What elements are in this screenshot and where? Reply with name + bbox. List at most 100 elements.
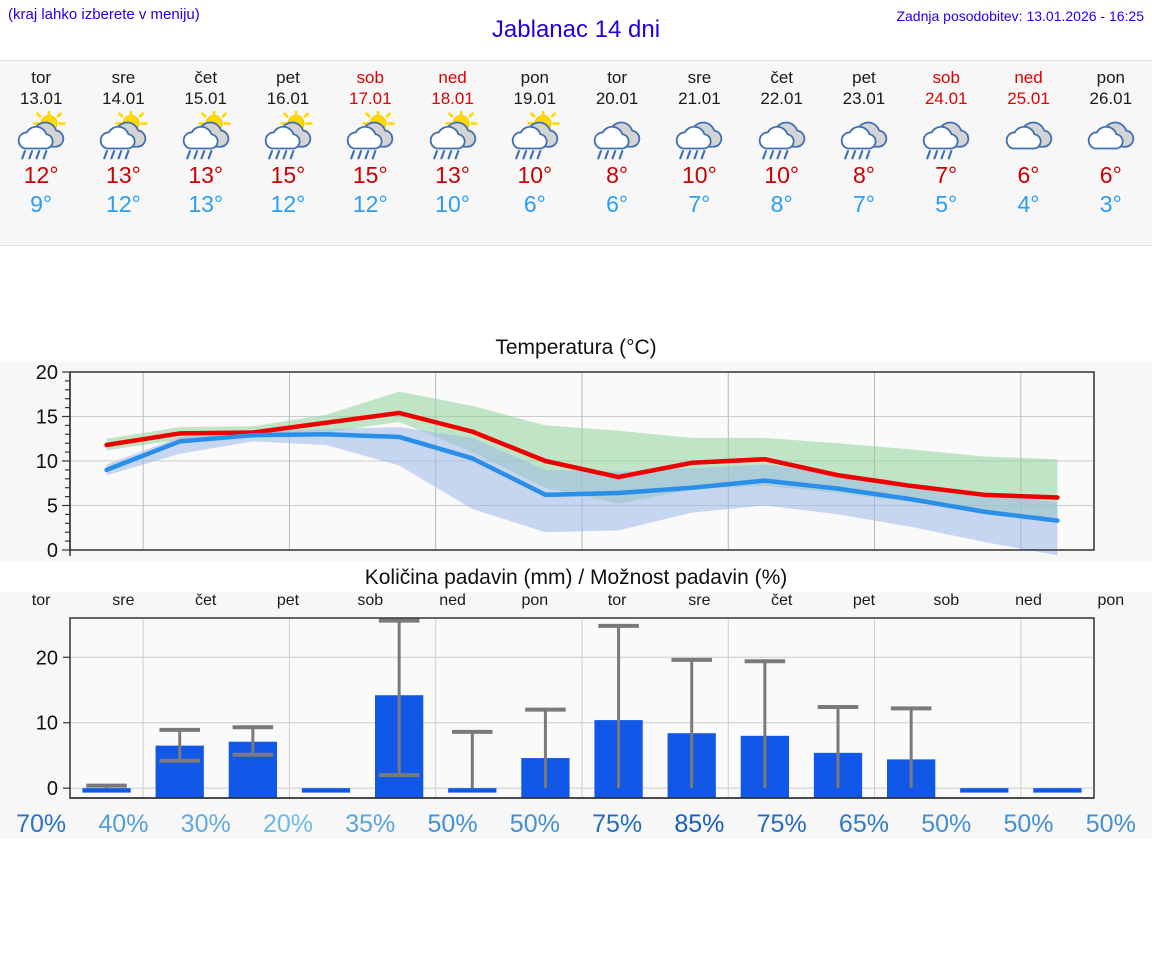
precip-bar — [448, 788, 497, 793]
precipitation-day-label: sre — [688, 592, 711, 609]
forecast-day-column[interactable]: tor 13.01 12° 9° — [0, 61, 82, 245]
precipitation-day-label: tor — [31, 592, 51, 609]
rain-drops — [268, 150, 295, 160]
precipitation-probability: 20% — [262, 810, 313, 838]
forecast-temp-max: 6° — [1017, 162, 1040, 188]
precip-y-tick-label: 10 — [36, 713, 58, 735]
precipitation-day-label: čet — [771, 592, 793, 609]
rain-drops — [515, 150, 542, 160]
temp-y-tick-label: 15 — [36, 407, 58, 429]
precipitation-day-label: sob — [357, 592, 384, 609]
forecast-temp-min: 3° — [1099, 191, 1122, 217]
temp-y-tick-label: 5 — [47, 496, 58, 518]
cloud-rain-icon — [923, 121, 970, 160]
precipitation-chart: 0 10 20 — [36, 617, 1095, 800]
page-footer — [0, 839, 1152, 857]
forecast-day-column[interactable]: čet 15.01 13° 13° — [165, 61, 247, 245]
forecast-temp-min: 10° — [435, 191, 470, 217]
forecast-day-column[interactable]: pon 19.01 10° 6° — [494, 61, 576, 245]
forecast-day-column[interactable]: tor 20.01 8° 6° — [576, 61, 658, 245]
precipitation-probability: 85% — [674, 810, 725, 838]
forecast-day-column[interactable]: sre 21.01 10° 7° — [658, 61, 740, 245]
precipitation-probability: 40% — [98, 810, 149, 838]
cloud-icon — [1087, 121, 1135, 150]
cloud-icon — [1005, 121, 1052, 150]
forecast-day-date: 15.01 — [184, 89, 227, 108]
forecast-temp-min: 12° — [352, 191, 388, 217]
forecast-temp-min: 9° — [30, 191, 53, 217]
forecast-day-name: sob — [932, 68, 960, 87]
precip-bar — [301, 788, 351, 793]
precipitation-day-label: sob — [933, 592, 960, 609]
forecast-temp-min: 8° — [770, 191, 793, 217]
precipitation-probability: 50% — [509, 810, 560, 838]
forecast-day-column[interactable]: sre 14.01 13° 12° — [82, 61, 164, 245]
temp-range-band-1 — [106, 427, 1058, 556]
precipitation-probability: 30% — [180, 810, 231, 838]
forecast-day-date: 18.01 — [431, 89, 474, 108]
forecast-day-name: ned — [1014, 68, 1043, 87]
sun-cloud-rain-icon — [100, 111, 148, 160]
sun-cloud-rain-icon — [511, 111, 560, 160]
strip-chart-spacer — [0, 246, 1152, 332]
rain-drops — [21, 150, 48, 160]
forecast-day-name: pon — [1096, 68, 1125, 87]
page-title: Jablanac 14 dni — [491, 16, 661, 43]
sun-cloud-rain-icon — [17, 111, 66, 160]
rain-drops — [844, 150, 871, 160]
forecast-temp-min: 6° — [523, 191, 546, 217]
forecast-temp-max: 7° — [935, 162, 958, 188]
forecast-temp-max: 15° — [352, 162, 388, 188]
sun-cloud-rain-icon — [182, 111, 231, 160]
rain-drops — [432, 150, 459, 160]
forecast-day-name: sre — [687, 68, 712, 87]
precipitation-probability: 50% — [427, 810, 478, 838]
rain-drops — [350, 150, 377, 160]
forecast-day-column[interactable]: pet 23.01 8° 7° — [823, 61, 905, 245]
forecast-temp-max: 13° — [435, 162, 470, 188]
temp-y-tick-label: 10 — [36, 451, 58, 473]
forecast-day-column[interactable]: pon 26.01 6° 3° — [1070, 61, 1152, 245]
precipitation-probability-row: 70% 40% 30% 20% 35% 50% 50% 75% 85% 75% 65% 50% 50% 5… — [0, 810, 1152, 839]
forecast-day-date: 17.01 — [348, 89, 392, 108]
cloud-rain-icon — [840, 121, 888, 160]
precip-y-tick-label: 20 — [36, 647, 58, 669]
forecast-day-column[interactable]: pet 16.01 15° 12° — [247, 61, 329, 245]
temp-line-0 — [104, 410, 1060, 500]
forecast-temp-max: 13° — [188, 162, 224, 188]
forecast-temp-max: 10° — [517, 162, 553, 188]
precipitation-probability: 75% — [756, 810, 807, 838]
forecast-day-date: 21.01 — [678, 89, 721, 108]
forecast-temp-min: 5° — [935, 191, 958, 217]
last-updated-text: Zadnja posodobitev: 13.01.2026 - 16:25 — [896, 8, 1144, 24]
forecast-day-name: pet — [852, 68, 876, 87]
forecast-temp-max: 15° — [270, 162, 306, 188]
rain-drops — [679, 150, 706, 160]
precip-y-tick-label: 0 — [47, 778, 58, 800]
rain-drops — [103, 150, 130, 160]
forecast-temp-min: 13° — [188, 191, 224, 217]
precipitation-probability: 50% — [1085, 810, 1136, 838]
forecast-day-column[interactable]: ned 25.01 6° 4° — [987, 61, 1069, 245]
temp-line-1 — [104, 432, 1060, 523]
forecast-day-name: ned — [438, 68, 467, 87]
forecast-day-column[interactable]: čet 22.01 10° 8° — [741, 61, 823, 245]
forecast-day-name: pet — [276, 68, 300, 87]
forecast-day-name: sob — [356, 68, 384, 87]
forecast-day-name: pon — [520, 68, 550, 87]
forecast-day-date: 23.01 — [842, 89, 886, 108]
forecast-day-column[interactable]: ned 18.01 13° 10° — [411, 61, 493, 245]
forecast-temp-min: 7° — [852, 191, 875, 217]
precipitation-day-label: ned — [439, 592, 466, 609]
precip-bar — [960, 788, 1009, 793]
precipitation-probability: 65% — [838, 810, 889, 838]
temperature-chart-title: Temperatura (°C) — [0, 332, 1152, 362]
precipitation-probability: 70% — [16, 810, 67, 838]
forecast-day-column[interactable]: sob 24.01 7° 5° — [905, 61, 987, 245]
forecast-day-date: 16.01 — [266, 89, 310, 108]
forecast-day-date: 13.01 — [19, 89, 63, 108]
precipitation-probability: 50% — [921, 810, 972, 838]
forecast-day-name: tor — [607, 68, 628, 87]
rain-drops — [597, 150, 624, 160]
forecast-day-column[interactable]: sob 17.01 15° 12° — [329, 61, 411, 245]
